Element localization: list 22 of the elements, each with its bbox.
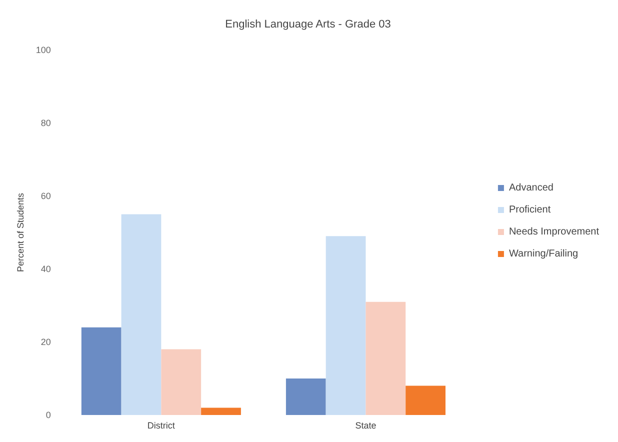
bar	[201, 408, 241, 415]
y-tick-label: 20	[40, 337, 51, 347]
bar	[366, 302, 406, 415]
bar	[326, 236, 366, 415]
y-tick-label: 0	[46, 410, 51, 420]
x-tick-label: District	[147, 420, 176, 430]
y-tick-label: 100	[36, 45, 51, 55]
bar	[161, 349, 202, 415]
legend-label: Proficient	[508, 204, 551, 216]
y-tick-label: 40	[40, 264, 51, 274]
y-axis-title: Percent of Students	[16, 192, 26, 272]
legend-label: Advanced	[508, 182, 554, 194]
bar	[81, 327, 122, 415]
bar	[286, 378, 326, 415]
chart-title: English Language Arts - Grade 03	[225, 18, 391, 30]
bar	[406, 386, 446, 415]
legend-label: Needs Improvement	[508, 226, 600, 238]
legend-label: Warning/Failing	[508, 248, 578, 260]
y-tick-label: 60	[40, 191, 51, 201]
y-tick-label: 80	[40, 118, 51, 128]
bar	[121, 214, 162, 415]
x-tick-label: State	[355, 420, 376, 430]
